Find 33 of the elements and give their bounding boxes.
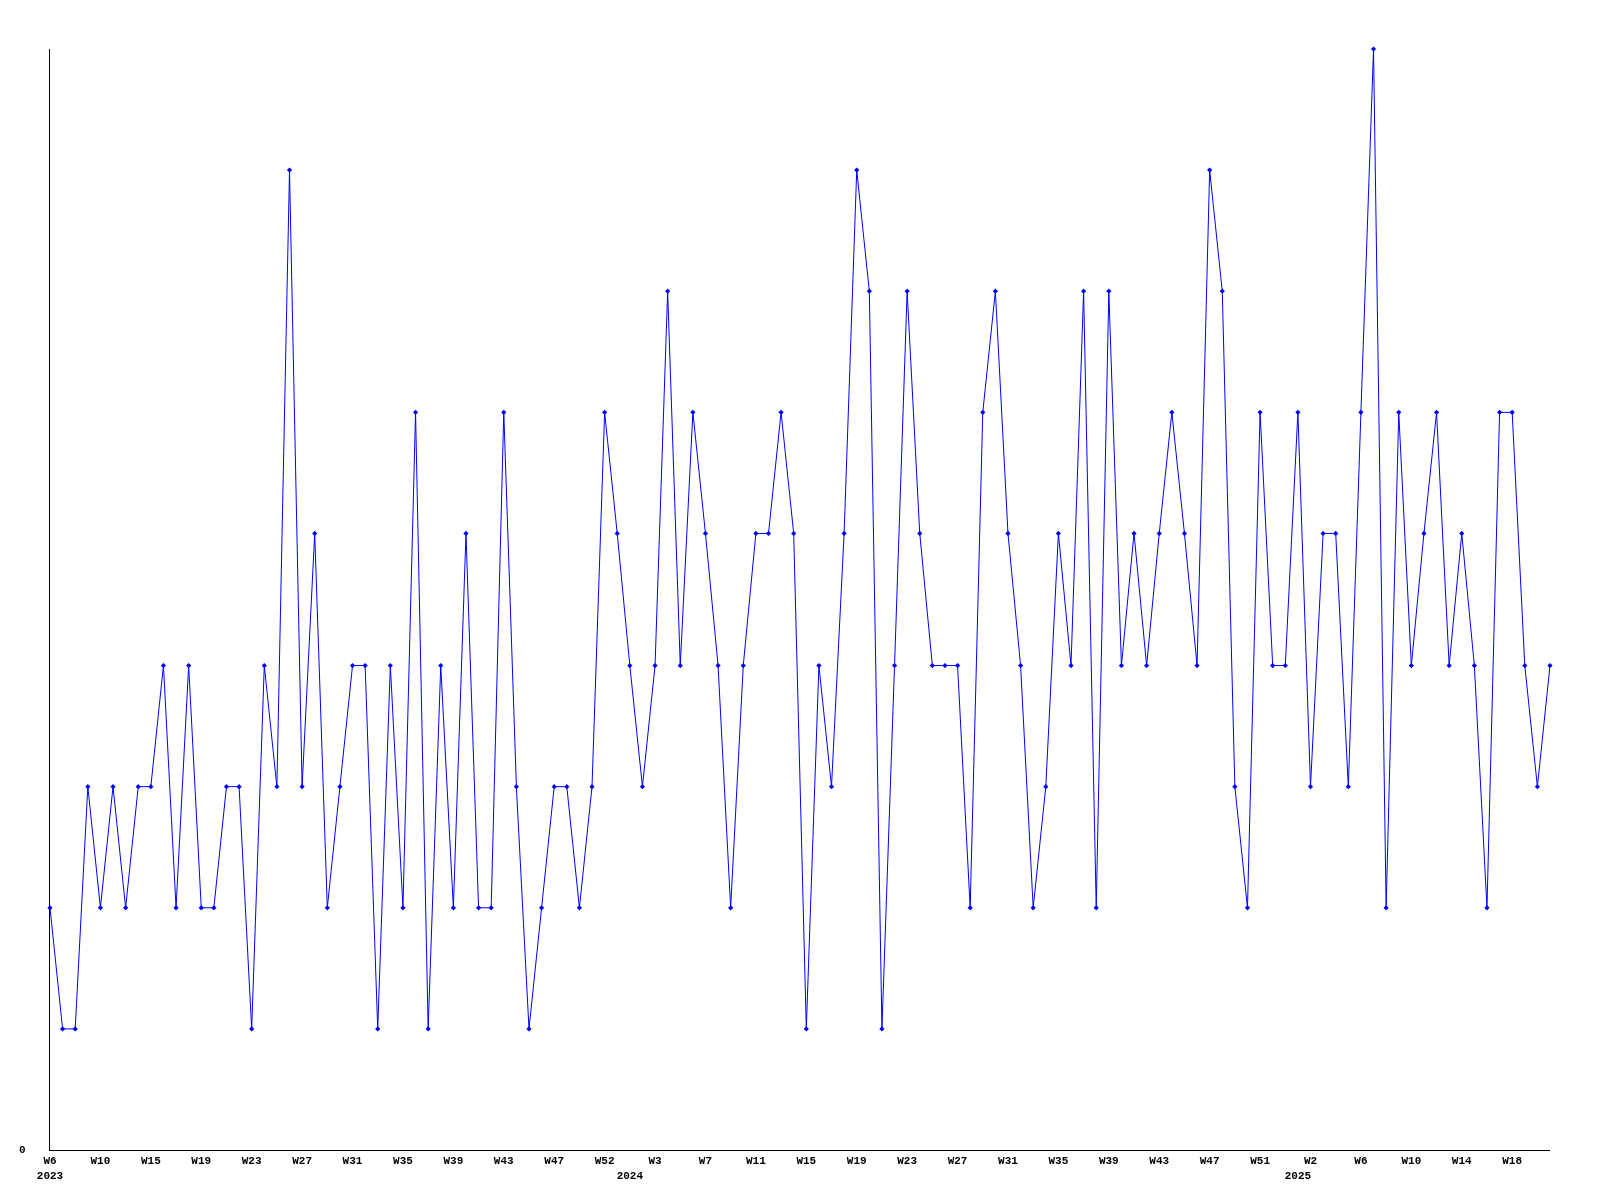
x-tick-label: 2025 bbox=[1284, 1169, 1312, 1182]
x-tick-label: W3 bbox=[648, 1155, 663, 1168]
x-tick-label: W47 bbox=[544, 1155, 565, 1168]
x-tick-label: W51 bbox=[1250, 1155, 1271, 1168]
x-tick-label: W39 bbox=[443, 1155, 464, 1168]
x-tick-label: W39 bbox=[1098, 1155, 1119, 1168]
x-tick-label: W35 bbox=[1048, 1155, 1069, 1168]
x-tick-label: W10 bbox=[1401, 1155, 1422, 1168]
x-tick-label: W15 bbox=[796, 1155, 817, 1168]
x-tick-label: W11 bbox=[745, 1155, 767, 1168]
x-tick-label: W10 bbox=[90, 1155, 111, 1168]
x-tick-label: W2 bbox=[1303, 1155, 1318, 1168]
x-tick-label: W6 2023 bbox=[36, 1155, 64, 1182]
x-tick-label: W7 bbox=[698, 1155, 713, 1168]
x-tick-label: W31 bbox=[998, 1155, 1019, 1168]
x-tick-label: W43 bbox=[1149, 1155, 1170, 1168]
x-tick-label: 2024 bbox=[616, 1169, 644, 1182]
x-tick-label: W43 bbox=[493, 1155, 515, 1168]
x-tick-label: W35 bbox=[393, 1155, 414, 1168]
x-tick-label: W31 bbox=[342, 1155, 363, 1168]
x-tick-label: W19 bbox=[191, 1155, 212, 1168]
x-tick-label: W27 bbox=[292, 1155, 313, 1168]
text: 0 bbox=[19, 1144, 26, 1156]
x-tick-label: W18 bbox=[1502, 1155, 1523, 1168]
x-tick-label: W27 bbox=[947, 1155, 968, 1168]
x-tick-label: W14 bbox=[1451, 1155, 1473, 1168]
x-tick-label: W23 bbox=[897, 1155, 918, 1168]
x-tick-label: W23 bbox=[241, 1155, 262, 1168]
x-tick-label: W47 bbox=[1199, 1155, 1220, 1168]
x-tick-label: W19 bbox=[846, 1155, 867, 1168]
x-tick-label: W15 bbox=[140, 1155, 162, 1168]
x-tick-label: W6 bbox=[1354, 1155, 1368, 1168]
x-tick-label: W52 bbox=[594, 1155, 615, 1168]
